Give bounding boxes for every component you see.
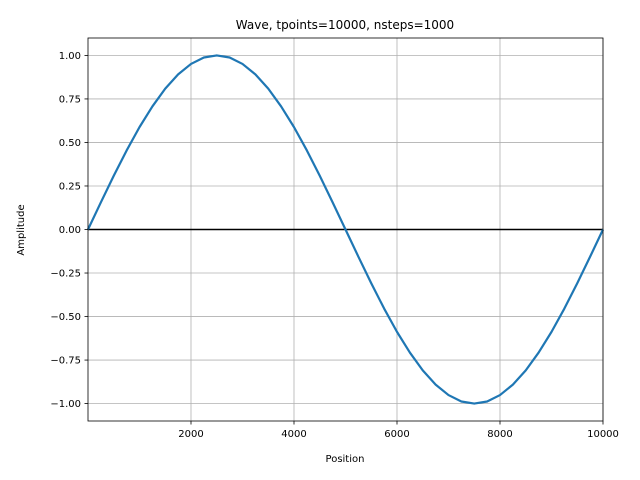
x-tick-label: 2000 <box>178 429 203 440</box>
y-tick-label: 0.75 <box>59 94 81 105</box>
chart-title: Wave, tpoints=10000, nsteps=1000 <box>236 18 454 32</box>
wave-series-line <box>87 54 604 405</box>
y-tick-label: 0.00 <box>59 225 81 236</box>
y-axis-label: Amplitude <box>16 204 27 255</box>
y-tick-label: −0.75 <box>50 356 81 367</box>
x-tick-label: 4000 <box>281 429 306 440</box>
series-layer <box>87 54 604 405</box>
x-axis-ticks: 2000 4000 6000 8000 10000 <box>178 421 619 440</box>
x-axis-label: Position <box>326 454 365 465</box>
y-tick-label: −1.00 <box>50 399 81 410</box>
y-tick-label: 0.25 <box>59 181 81 192</box>
x-tick-label: 10000 <box>587 429 619 440</box>
y-tick-label: 0.50 <box>59 138 81 149</box>
y-tick-label: −0.50 <box>50 312 81 323</box>
y-tick-label: −0.25 <box>50 269 81 280</box>
x-tick-label: 6000 <box>384 429 409 440</box>
x-tick-label: 8000 <box>487 429 512 440</box>
y-tick-label: 1.00 <box>59 51 81 62</box>
y-axis-ticks: 1.00 0.75 0.50 0.25 0.00 −0.25 −0.50 −0.75 −1.00 <box>50 51 88 410</box>
